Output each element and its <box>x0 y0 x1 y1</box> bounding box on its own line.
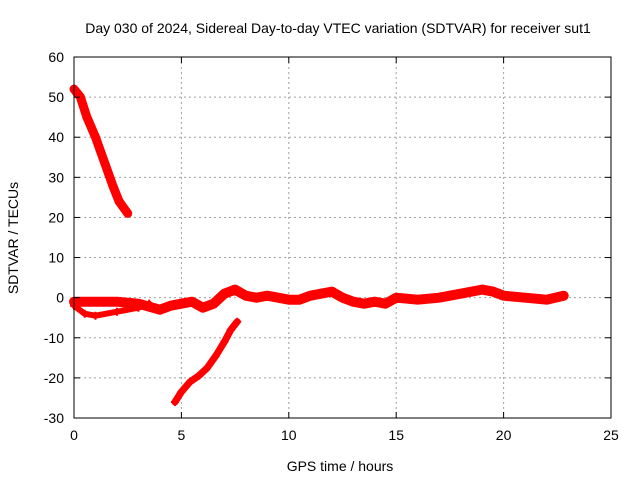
y-tick-label: 30 <box>48 169 64 185</box>
data-point <box>488 287 497 296</box>
data-point <box>188 297 197 306</box>
data-point <box>252 293 261 302</box>
data-point <box>91 297 100 306</box>
data-point <box>112 297 121 306</box>
x-tick-label: 25 <box>603 427 619 443</box>
x-tick-labels: 0 5 10 15 20 25 <box>70 427 619 443</box>
data-point <box>185 377 194 386</box>
y-tick-label: 0 <box>56 290 64 306</box>
data-point <box>170 397 179 406</box>
data-point <box>220 289 229 298</box>
data-point <box>413 295 422 304</box>
data-point <box>211 351 220 360</box>
x-tick-label: 0 <box>70 427 78 443</box>
data-point <box>82 113 91 122</box>
data-point <box>381 299 390 308</box>
plot-frame <box>73 56 612 419</box>
data-point <box>359 299 368 308</box>
data-point <box>177 299 186 308</box>
y-axis-label: SDTVAR / TECUs <box>5 182 21 294</box>
y-tick-label: 20 <box>48 209 64 225</box>
series-line <box>171 318 241 406</box>
data-point <box>370 297 379 306</box>
data-point <box>338 293 347 302</box>
data-point <box>478 285 487 294</box>
data-point <box>392 293 401 302</box>
x-tick-label: 5 <box>178 427 186 443</box>
data-point <box>295 295 304 304</box>
data-point <box>327 287 336 296</box>
data-point <box>274 293 283 302</box>
series-2 <box>170 317 242 406</box>
x-axis-label: GPS time / hours <box>287 458 394 474</box>
y-tick-label: -20 <box>44 370 64 386</box>
data-point <box>100 157 109 166</box>
data-point <box>91 311 100 320</box>
data-point <box>134 299 143 308</box>
data-point <box>80 309 89 318</box>
data-point <box>233 317 242 326</box>
data-point <box>209 299 218 308</box>
data-point <box>198 303 207 312</box>
data-point <box>349 297 358 306</box>
tick-marks <box>73 56 612 419</box>
data-point <box>166 301 175 310</box>
data-point <box>226 325 235 334</box>
data-point <box>203 363 212 372</box>
data-point <box>112 307 121 316</box>
data-point <box>521 293 530 302</box>
y-tick-label: 10 <box>48 250 64 266</box>
data-point <box>284 295 293 304</box>
series-4 <box>69 284 569 315</box>
data-point <box>115 197 124 206</box>
chart-title: Day 030 of 2024, Sidereal Day-to-day VTE… <box>85 20 591 36</box>
series-line <box>69 84 133 218</box>
data-point <box>231 285 240 294</box>
data-point <box>499 291 508 300</box>
y-tick-label: -30 <box>44 410 64 426</box>
data-point <box>317 289 326 298</box>
data-point <box>435 293 444 302</box>
data-point <box>123 209 132 218</box>
data-point <box>559 291 568 300</box>
series-layer <box>69 84 569 406</box>
data-point <box>220 337 229 346</box>
data-point <box>155 305 164 314</box>
x-tick-label: 20 <box>496 427 512 443</box>
data-point <box>306 291 315 300</box>
data-point <box>241 291 250 300</box>
y-tick-label: 40 <box>48 129 64 145</box>
y-tick-label: 60 <box>48 49 64 65</box>
data-point <box>194 371 203 380</box>
data-point <box>263 291 272 300</box>
data-point <box>91 133 100 142</box>
series-1 <box>69 84 133 218</box>
x-tick-label: 10 <box>281 427 297 443</box>
data-point <box>456 289 465 298</box>
x-tick-label: 15 <box>388 427 404 443</box>
y-tick-label: -10 <box>44 330 64 346</box>
y-tick-labels: -30 -20 -10 0 10 20 30 40 50 60 <box>44 49 64 426</box>
data-point <box>108 181 117 190</box>
grid-lines <box>74 57 611 418</box>
y-tick-label: 50 <box>48 89 64 105</box>
data-point <box>542 295 551 304</box>
data-point <box>177 387 186 396</box>
